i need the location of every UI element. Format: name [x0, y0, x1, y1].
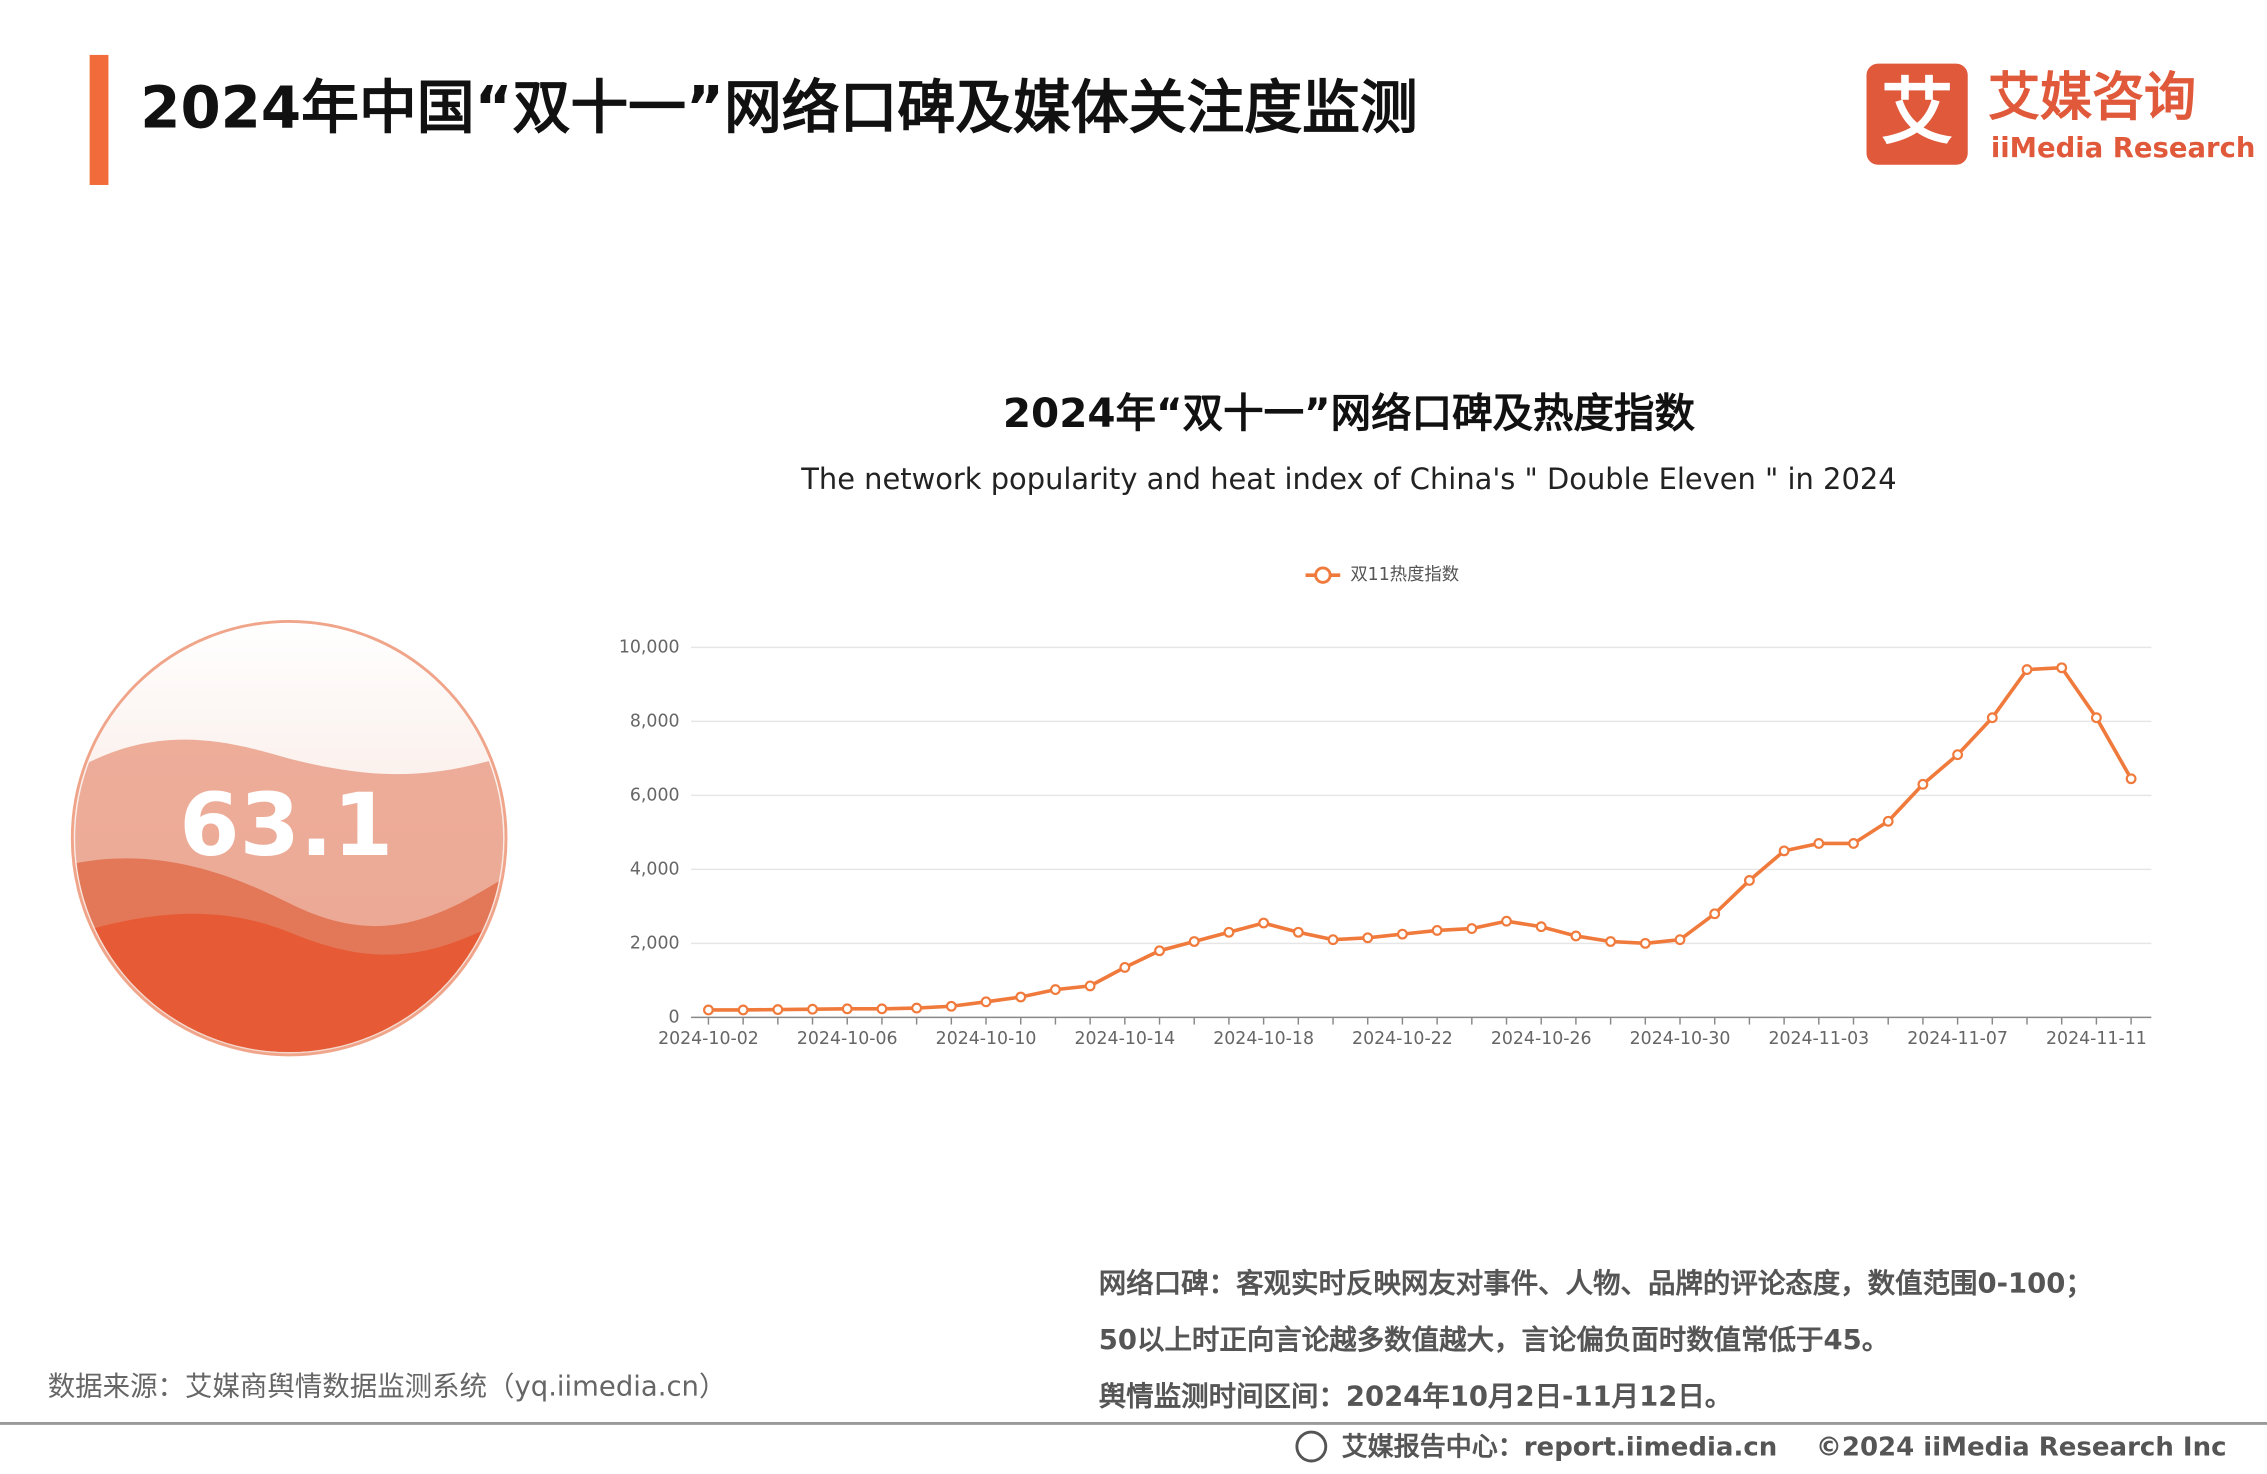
point [2090, 712, 2102, 724]
footer-icon [1295, 1430, 1328, 1463]
point [1466, 923, 1478, 934]
note: 网络口碑：客观实时反映网友对事件、人物、品牌的评论态度，数值范围0-100； [1099, 1268, 2093, 1300]
gauge-value: 63.1 [179, 776, 393, 876]
title-accent [89, 54, 109, 185]
x-tick-label: 2024-10-18 [1213, 1029, 1314, 1049]
point [807, 1003, 818, 1015]
y-tick-label: 2,000 [630, 933, 680, 953]
x-tick-label: 2024-11-11 [2046, 1029, 2147, 1049]
point [911, 1002, 923, 1014]
point [1223, 926, 1235, 938]
point [1639, 937, 1651, 949]
note: 50以上时正向言论越多数值越大，言论偏负面时数值常低于45。 [1099, 1324, 1889, 1356]
source: 数据来源：艾媒商舆情数据监测系统（yq.iimedia.cn） [48, 1371, 727, 1402]
chart-subtitle: The network popularity and heat index of… [800, 462, 1896, 496]
point [1119, 961, 1131, 973]
note: 舆情监测时间区间：2024年10月2日-11月12日。 [1099, 1380, 1732, 1412]
legend-marker [1314, 566, 1332, 584]
chart-title: 2024年“双十一”网络口碑及热度指数 [1003, 389, 1696, 437]
logo-cn: 艾媒咨询 [1988, 68, 2196, 128]
point [1258, 917, 1270, 929]
logo-en: iiMedia Research [1991, 133, 2256, 164]
point [1501, 915, 1512, 927]
point [1952, 749, 1964, 761]
point [1778, 845, 1790, 857]
x-tick-label: 2024-10-22 [1352, 1029, 1453, 1049]
point [1431, 924, 1443, 936]
point [1882, 815, 1894, 827]
point [1674, 934, 1686, 946]
logo-mark: 艾 [1881, 71, 1953, 155]
point [1050, 984, 1061, 996]
point [1084, 980, 1096, 992]
point [1362, 932, 1374, 944]
point [1605, 936, 1617, 947]
x-tick-label: 2024-10-06 [797, 1029, 898, 1049]
point [1813, 838, 1825, 849]
y-tick-label: 0 [668, 1007, 679, 1027]
point [1015, 991, 1027, 1003]
x-tick-label: 2024-10-26 [1491, 1029, 1592, 1049]
point [1986, 712, 1998, 724]
y-tick-label: 6,000 [630, 785, 680, 805]
point [1570, 930, 1582, 942]
point [1535, 921, 1547, 933]
point [1396, 928, 1408, 940]
footer-copyright: ©2024 iiMedia Research Inc [1816, 1432, 2227, 1462]
point [2021, 664, 2033, 676]
point [1292, 926, 1304, 938]
series-line [708, 665, 2133, 1012]
gauge: 63.1 [70, 619, 508, 1057]
y-tick-label: 4,000 [630, 859, 680, 879]
x-tick-label: 2024-10-10 [936, 1029, 1037, 1049]
x-tick-label: 2024-10-14 [1074, 1029, 1175, 1049]
x-tick-label: 2024-11-03 [1768, 1029, 1869, 1049]
point [1188, 936, 1200, 947]
legend-label: 双11热度指数 [1350, 565, 1459, 585]
x-tick-label: 2024-11-07 [1907, 1029, 2008, 1049]
point [1327, 934, 1339, 946]
point [1848, 838, 1859, 849]
y-tick-label: 10,000 [619, 637, 680, 657]
point [2125, 773, 2137, 785]
logo-mark-bg [1866, 63, 1968, 165]
point [703, 1004, 714, 1016]
point [841, 1003, 853, 1015]
footer-center: 艾媒报告中心：report.iimedia.cn [1342, 1431, 1778, 1462]
point [945, 1000, 957, 1012]
point [876, 1003, 888, 1015]
point [772, 1004, 784, 1015]
point [1917, 778, 1929, 790]
point [2056, 662, 2068, 674]
point [1709, 908, 1721, 920]
point [980, 996, 992, 1008]
x-tick-label: 2024-10-30 [1630, 1029, 1731, 1049]
x-tick-label: 2024-10-02 [658, 1029, 759, 1049]
point [737, 1004, 749, 1016]
point [1154, 945, 1165, 957]
page-title: 2024年中国“双十一”网络口碑及媒体关注度监测 [140, 73, 1417, 141]
point [1743, 875, 1755, 886]
y-tick-label: 8,000 [630, 711, 680, 731]
